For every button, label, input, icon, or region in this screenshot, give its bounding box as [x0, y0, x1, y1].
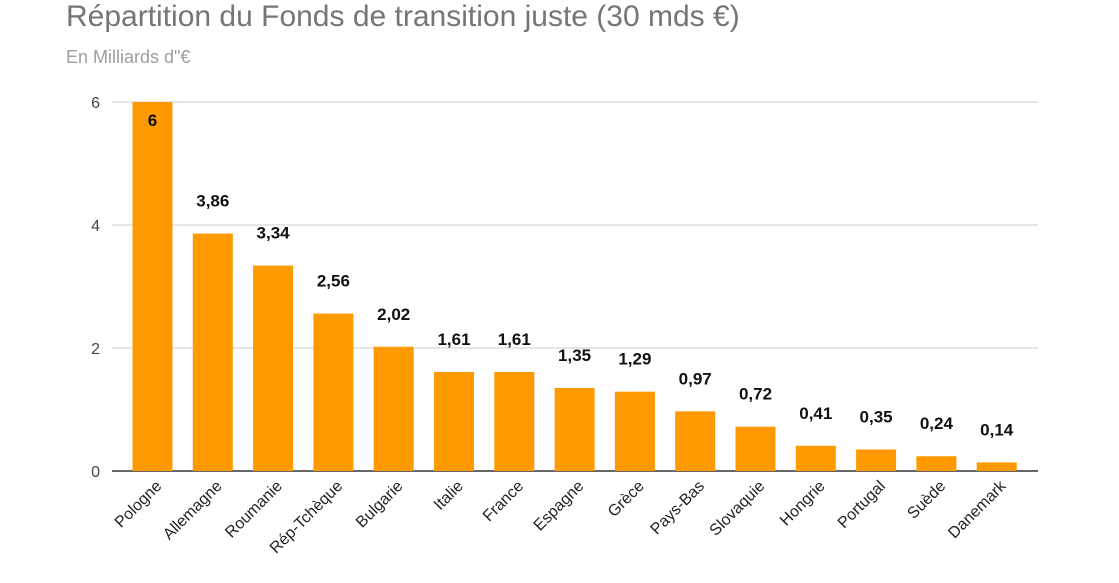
bar	[554, 387, 595, 471]
y-tick-label: 4	[91, 218, 100, 235]
bar	[192, 233, 233, 471]
data-labels: 6 3,86 3,34 2,56 2,02 1,61 1,61 1,35 1,29 0,97 0,7…	[148, 111, 1014, 439]
category-label: Italie	[431, 478, 467, 514]
category-label: Grèce	[605, 478, 648, 521]
bar	[253, 265, 294, 471]
chart-title: Répartition du Fonds de transition juste…	[66, 0, 740, 33]
data-label: 0,97	[679, 369, 712, 388]
category-label: Roumanie	[222, 478, 286, 542]
y-tick-label: 6	[91, 95, 100, 112]
bar	[494, 371, 535, 471]
bar	[373, 346, 414, 471]
bar	[434, 371, 474, 471]
data-label: 6	[148, 111, 157, 130]
bar	[675, 411, 716, 471]
data-label: 0,24	[920, 414, 954, 433]
data-label: 1,61	[437, 330, 470, 349]
data-label: 2,02	[377, 305, 410, 324]
category-label: Bulgarie	[353, 478, 407, 532]
y-axis-ticks: 0 2 4 6	[91, 95, 100, 481]
data-label: 0,41	[799, 404, 832, 423]
category-label: Danemark	[945, 477, 1010, 542]
data-label: 2,56	[317, 272, 350, 291]
bar	[614, 391, 655, 471]
category-label: Pologne	[112, 478, 166, 532]
category-label: Slovaquie	[707, 478, 769, 540]
category-label: France	[480, 478, 527, 525]
data-label: 1,61	[498, 330, 531, 349]
category-label: Espagne	[531, 478, 588, 535]
data-label: 0,35	[860, 407, 893, 426]
bar	[856, 449, 897, 471]
category-label: Hongrie	[777, 478, 829, 530]
bar	[735, 426, 776, 471]
data-label: 3,34	[257, 224, 291, 243]
bar	[132, 102, 173, 471]
bar	[313, 313, 354, 471]
bar	[795, 445, 836, 471]
data-label: 0,72	[739, 385, 772, 404]
bar	[976, 462, 1017, 471]
bars	[132, 102, 1017, 471]
category-label: Allemagne	[160, 478, 226, 544]
category-label: Pays-Bas	[648, 478, 708, 538]
data-label: 3,86	[196, 192, 229, 211]
category-label: Suède	[904, 478, 949, 523]
chart-subtitle: En Milliards d"€	[66, 47, 191, 67]
data-label: 0,14	[980, 420, 1014, 439]
data-label: 1,35	[558, 346, 591, 365]
data-label: 1,29	[618, 350, 651, 369]
bar	[916, 456, 957, 471]
y-tick-label: 2	[91, 341, 100, 358]
y-tick-label: 0	[91, 464, 100, 481]
category-label: Portugal	[835, 478, 889, 532]
